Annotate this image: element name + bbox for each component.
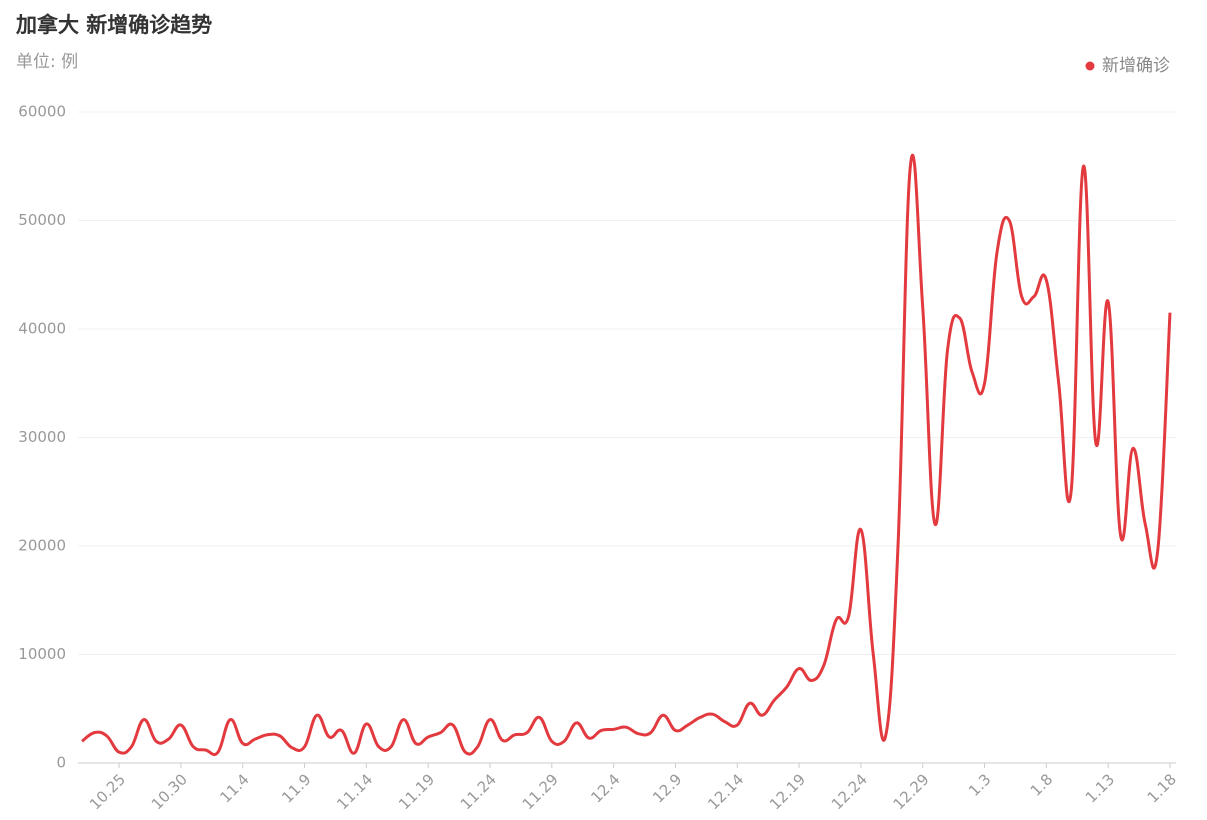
legend-label: 新增确诊 bbox=[1102, 56, 1170, 76]
x-tick-label: 12.14 bbox=[704, 770, 747, 813]
x-tick-label: 10.25 bbox=[86, 770, 129, 813]
y-tick-label: 10000 bbox=[18, 645, 66, 663]
x-tick-label: 12.19 bbox=[766, 770, 809, 813]
x-tick-label: 11.14 bbox=[333, 770, 376, 813]
line bbox=[81, 153, 1172, 757]
x-tick-label: 10.30 bbox=[148, 770, 191, 813]
y-tick-label: 30000 bbox=[18, 428, 66, 446]
y-tick-label: 40000 bbox=[18, 320, 66, 338]
x-tick-label: 1.13 bbox=[1082, 770, 1118, 806]
x-tick-label: 12.4 bbox=[587, 770, 623, 806]
x-tick-label: 1.18 bbox=[1144, 770, 1180, 806]
x-tick-label: 11.29 bbox=[519, 770, 562, 813]
x-tick-label: 11.24 bbox=[457, 770, 500, 813]
x-tick-label: 1.3 bbox=[965, 770, 995, 800]
x-tick-label: 11.4 bbox=[216, 770, 252, 806]
x-tick-label: 12.29 bbox=[890, 770, 933, 813]
y-tick-label: 50000 bbox=[18, 211, 66, 229]
y-tick-label: 20000 bbox=[18, 537, 66, 555]
y-tick-label: 0 bbox=[56, 754, 66, 772]
y-tick-label: 60000 bbox=[18, 103, 66, 121]
chart-subtitle: 单位: 例 bbox=[16, 52, 78, 72]
legend-marker bbox=[1085, 61, 1095, 71]
x-tick-label: 12.24 bbox=[828, 770, 871, 813]
x-tick-label: 12.9 bbox=[649, 770, 685, 806]
x-tick-label: 1.8 bbox=[1027, 770, 1057, 800]
chart-title: 加拿大 新增确诊趋势 bbox=[15, 13, 212, 37]
x-tick-label: 11.19 bbox=[395, 770, 438, 813]
x-tick-label: 11.9 bbox=[278, 770, 314, 806]
